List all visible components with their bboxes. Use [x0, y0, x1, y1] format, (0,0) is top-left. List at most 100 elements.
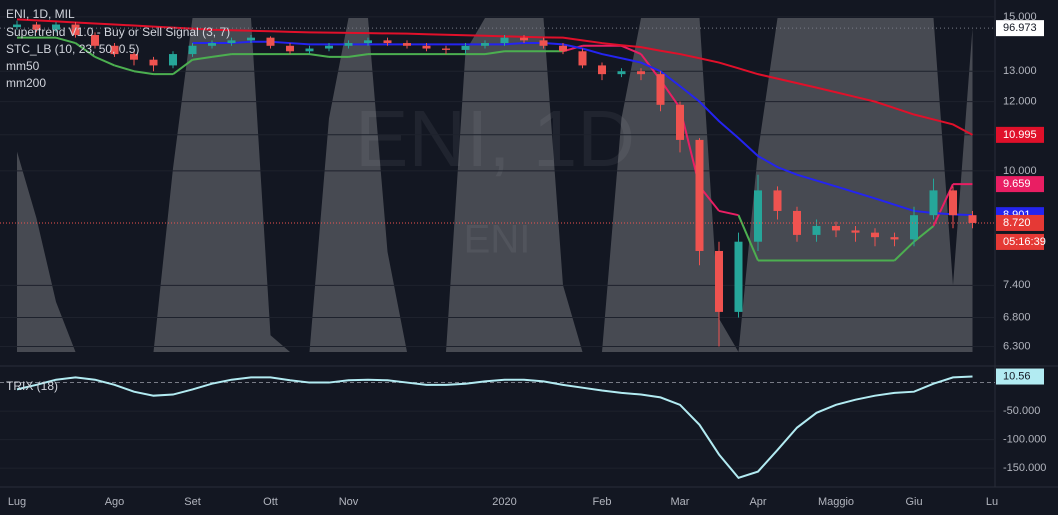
candle-body — [305, 48, 314, 52]
candle-body — [344, 43, 353, 46]
x-tick-label: Ott — [263, 496, 278, 508]
close-label-bg — [996, 214, 1044, 231]
candle-body — [637, 71, 645, 75]
x-tick-label: Ago — [105, 496, 125, 508]
candle-body — [481, 43, 489, 46]
candle-body — [188, 45, 197, 55]
candle-body — [422, 45, 431, 49]
candle-body — [773, 190, 782, 211]
watermark: ENI, 1D — [355, 94, 635, 183]
x-tick-label: Giu — [905, 496, 922, 508]
candle-body — [149, 59, 158, 66]
supertrend-segment — [114, 64, 135, 73]
supertrend-segment — [133, 70, 154, 76]
candle-body — [442, 48, 450, 50]
last-value-label-bg — [996, 20, 1044, 37]
candle-body — [403, 43, 411, 46]
candle-body — [383, 40, 392, 44]
candle-body — [266, 37, 275, 46]
supertrend-segment — [348, 53, 369, 58]
candle-body — [325, 45, 333, 49]
x-tick-label: Lu — [986, 496, 998, 508]
x-tick-label: Set — [184, 496, 201, 508]
y-tick-label: 7.400 — [1003, 279, 1031, 291]
countdown-bg — [996, 233, 1044, 250]
legend-entry: Supertrend V1.0 - Buy or Sell Signal (3,… — [6, 25, 230, 39]
legend-entry: STC_LB (10, 23, 50, 0.5) — [6, 42, 139, 56]
candle-body — [169, 54, 177, 66]
candle-body — [968, 215, 977, 223]
x-tick-label: Maggio — [818, 496, 854, 508]
x-tick-label: Lug — [8, 496, 26, 508]
candle-body — [71, 24, 80, 36]
y-tick-label: -150.000 — [1003, 462, 1046, 474]
candle-body — [91, 35, 99, 46]
chart-title: ENI, 1D, MIL — [6, 7, 75, 21]
close-label: 8.720 — [1003, 217, 1031, 229]
candle-body — [539, 40, 548, 46]
last-value-label: 10.56 — [1003, 370, 1031, 382]
supertrend-segment — [211, 53, 232, 58]
candle-body — [754, 190, 762, 242]
candle-body — [208, 43, 216, 46]
candle-body — [695, 139, 704, 251]
last-value-label-bg — [996, 176, 1044, 193]
y-tick-label: -50.000 — [1003, 405, 1040, 417]
last-value-label: 10.995 — [1003, 129, 1037, 141]
x-tick-label: Nov — [339, 496, 359, 508]
candle-body — [32, 24, 41, 30]
x-tick-label: Apr — [749, 496, 766, 508]
supertrend-segment — [484, 50, 505, 56]
candle-body — [130, 54, 138, 60]
candle-body — [52, 24, 60, 30]
x-tick-label: 2020 — [492, 496, 516, 508]
supertrend-segment — [172, 58, 194, 75]
candle-body — [676, 104, 684, 140]
supertrend-segment — [192, 55, 213, 61]
candle-body — [247, 37, 255, 41]
supertrend-segment — [74, 42, 96, 58]
watermark-sub: ENI — [464, 218, 531, 262]
last-value-label-bg — [996, 126, 1044, 143]
candle-body — [110, 45, 119, 55]
supertrend-segment — [718, 209, 739, 217]
y-tick-label: 15.000 — [1003, 11, 1037, 23]
supertrend-segment — [55, 36, 76, 45]
supertrend-segment — [309, 53, 330, 58]
legend-entry: mm50 — [6, 59, 40, 73]
candle-body — [461, 45, 470, 50]
candle-body — [656, 74, 665, 105]
candle-body — [871, 232, 879, 238]
legend-entry: TRIX (18) — [6, 379, 58, 393]
last-value-label: 96.973 — [1003, 22, 1037, 34]
candle-body — [910, 215, 918, 240]
y-tick-label: -100.000 — [1003, 434, 1046, 446]
candle-body — [598, 65, 606, 75]
candle-body — [890, 237, 899, 240]
countdown: 05:16:39 — [1003, 236, 1046, 248]
candle-body — [851, 230, 860, 233]
supertrend-segment — [893, 240, 915, 262]
candle-body — [929, 190, 938, 216]
candle-body — [734, 241, 743, 312]
candle-body — [520, 37, 528, 41]
y-tick-label: 13.000 — [1003, 65, 1037, 77]
last-value-label-bg — [996, 368, 1044, 385]
y-tick-label: 12.000 — [1003, 96, 1037, 108]
candle-body — [13, 24, 21, 28]
candle-body — [832, 226, 840, 231]
last-value-label: 9.659 — [1003, 178, 1031, 190]
y-tick-label: 10.000 — [1003, 165, 1037, 177]
candle-body — [227, 40, 236, 44]
candle-body — [286, 45, 294, 52]
supertrend-segment — [94, 55, 115, 67]
candle-body — [364, 40, 372, 44]
candle-body — [812, 226, 821, 235]
supertrend-segment — [621, 44, 642, 55]
y-tick-label: 6.300 — [1003, 340, 1031, 352]
candle-body — [793, 210, 801, 235]
candle-body — [715, 250, 723, 312]
x-tick-label: Feb — [593, 496, 612, 508]
legend-entry: mm200 — [6, 76, 46, 90]
